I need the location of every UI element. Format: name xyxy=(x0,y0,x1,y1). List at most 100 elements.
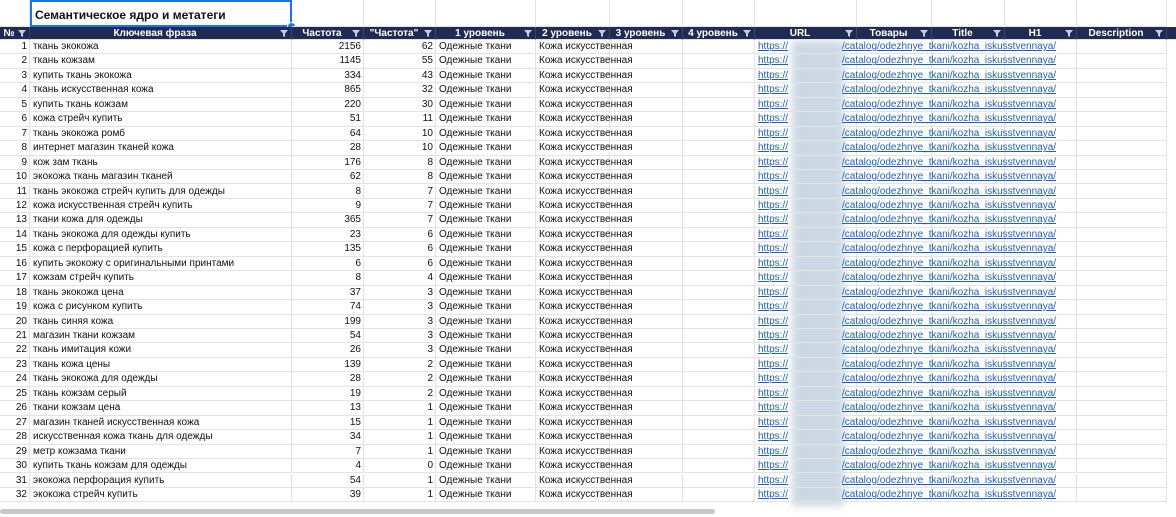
grid-cell[interactable] xyxy=(755,170,857,185)
grid-cell[interactable] xyxy=(932,256,1005,272)
grid-cell[interactable] xyxy=(1005,444,1077,460)
grid-cell[interactable] xyxy=(364,170,436,185)
grid-cell[interactable] xyxy=(683,40,755,55)
grid-cell[interactable] xyxy=(436,459,536,474)
grid-cell[interactable] xyxy=(755,459,857,474)
grid-cell[interactable] xyxy=(755,83,857,98)
grid-cell[interactable] xyxy=(1005,227,1077,243)
grid-cell[interactable] xyxy=(857,112,932,127)
grid-cell[interactable] xyxy=(0,372,30,387)
column-header[interactable]: Товары xyxy=(857,27,932,40)
empty-cell[interactable] xyxy=(932,0,1005,27)
grid-cell[interactable] xyxy=(364,357,436,373)
grid-cell[interactable] xyxy=(683,386,755,402)
grid-cell[interactable] xyxy=(0,242,30,257)
url-path[interactable]: /catalog/odezhnye_tkani/kozha_iskusstven… xyxy=(842,358,1057,370)
grid-cell[interactable] xyxy=(932,401,1005,416)
grid-cell[interactable] xyxy=(0,198,30,214)
grid-cell[interactable] xyxy=(364,227,436,243)
grid-cell[interactable] xyxy=(292,227,364,243)
grid-cell[interactable] xyxy=(0,285,30,301)
url-scheme[interactable]: https:// xyxy=(758,286,789,298)
grid-cell[interactable] xyxy=(1005,473,1077,488)
grid-cell[interactable] xyxy=(755,97,857,113)
grid-cell[interactable] xyxy=(536,227,610,243)
grid-cell[interactable] xyxy=(536,372,610,387)
grid-cell[interactable] xyxy=(30,198,292,214)
grid-cell[interactable] xyxy=(292,213,364,228)
grid-cell[interactable] xyxy=(536,68,610,84)
grid-cell[interactable] xyxy=(1077,141,1167,156)
grid-cell[interactable] xyxy=(292,126,364,142)
grid-cell[interactable] xyxy=(1005,213,1077,228)
grid-cell[interactable] xyxy=(932,329,1005,344)
grid-cell[interactable] xyxy=(30,112,292,127)
grid-cell[interactable] xyxy=(1005,97,1077,113)
grid-cell[interactable] xyxy=(857,141,932,156)
grid-cell[interactable] xyxy=(1005,155,1077,171)
grid-cell[interactable] xyxy=(683,314,755,329)
grid-cell[interactable] xyxy=(436,314,536,329)
grid-cell[interactable] xyxy=(0,487,30,503)
grid-cell[interactable] xyxy=(1077,155,1167,171)
column-header[interactable]: Частота xyxy=(292,27,364,40)
grid-cell[interactable] xyxy=(0,97,30,113)
grid-cell[interactable] xyxy=(755,415,857,431)
grid-cell[interactable] xyxy=(755,343,857,358)
grid-cell[interactable] xyxy=(536,473,610,488)
grid-cell[interactable] xyxy=(1005,112,1077,127)
grid-cell[interactable] xyxy=(932,68,1005,84)
grid-cell[interactable] xyxy=(857,54,932,69)
grid-cell[interactable] xyxy=(683,285,755,301)
filter-button[interactable] xyxy=(743,30,751,37)
grid-cell[interactable] xyxy=(292,300,364,315)
grid-cell[interactable] xyxy=(755,357,857,373)
grid-cell[interactable] xyxy=(683,68,755,84)
url-path[interactable]: /catalog/odezhnye_tkani/kozha_iskusstven… xyxy=(842,460,1057,472)
url-path[interactable]: /catalog/odezhnye_tkani/kozha_iskusstven… xyxy=(842,445,1057,457)
url-path[interactable]: /catalog/odezhnye_tkani/kozha_iskusstven… xyxy=(842,113,1057,125)
grid-cell[interactable] xyxy=(857,213,932,228)
grid-cell[interactable] xyxy=(436,141,536,156)
url-scheme[interactable]: https:// xyxy=(758,84,789,96)
grid-cell[interactable] xyxy=(683,473,755,488)
grid-cell[interactable] xyxy=(364,473,436,488)
grid-cell[interactable] xyxy=(755,242,857,257)
grid-cell[interactable] xyxy=(932,126,1005,142)
grid-cell[interactable] xyxy=(932,459,1005,474)
url-path[interactable]: /catalog/odezhnye_tkani/kozha_iskusstven… xyxy=(842,416,1057,428)
filter-button[interactable] xyxy=(352,30,360,37)
grid-cell[interactable] xyxy=(932,40,1005,55)
url-path[interactable]: /catalog/odezhnye_tkani/kozha_iskusstven… xyxy=(842,272,1057,284)
grid-cell[interactable] xyxy=(610,83,683,98)
grid-cell[interactable] xyxy=(683,300,755,315)
grid-cell[interactable] xyxy=(857,487,932,503)
grid-cell[interactable] xyxy=(1077,473,1167,488)
grid-cell[interactable] xyxy=(0,141,30,156)
grid-cell[interactable] xyxy=(364,242,436,257)
grid-cell[interactable] xyxy=(932,285,1005,301)
grid-cell[interactable] xyxy=(683,54,755,69)
grid-cell[interactable] xyxy=(683,242,755,257)
grid-cell[interactable] xyxy=(857,170,932,185)
grid-cell[interactable] xyxy=(683,112,755,127)
grid-cell[interactable] xyxy=(610,430,683,445)
grid-cell[interactable] xyxy=(292,271,364,286)
grid-cell[interactable] xyxy=(932,227,1005,243)
grid-cell[interactable] xyxy=(683,343,755,358)
grid-cell[interactable] xyxy=(610,97,683,113)
url-scheme[interactable]: https:// xyxy=(758,301,789,313)
grid-cell[interactable] xyxy=(0,459,30,474)
grid-cell[interactable] xyxy=(1077,444,1167,460)
grid-cell[interactable] xyxy=(292,487,364,503)
column-header[interactable]: H1 xyxy=(1005,27,1077,40)
grid-cell[interactable] xyxy=(755,68,857,84)
grid-cell[interactable] xyxy=(536,83,610,98)
empty-cell[interactable] xyxy=(857,0,932,27)
grid-cell[interactable] xyxy=(1077,285,1167,301)
grid-cell[interactable] xyxy=(857,401,932,416)
grid-cell[interactable] xyxy=(292,198,364,214)
grid-cell[interactable] xyxy=(1005,40,1077,55)
grid-cell[interactable] xyxy=(683,271,755,286)
grid-cell[interactable] xyxy=(1077,459,1167,474)
